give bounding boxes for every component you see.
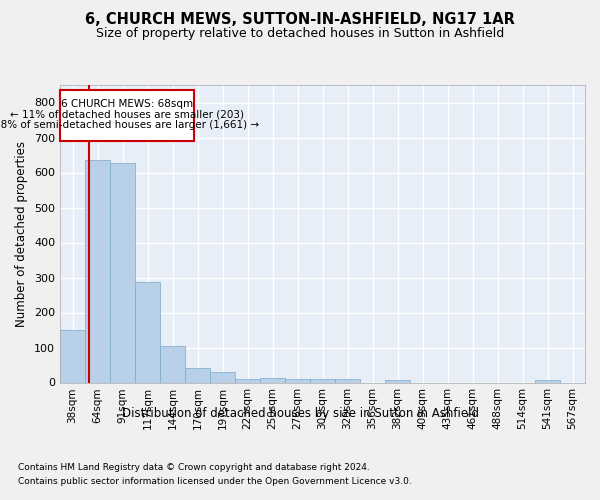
Bar <box>85 160 110 382</box>
Bar <box>160 346 185 382</box>
Bar <box>310 379 335 382</box>
Text: Size of property relative to detached houses in Sutton in Ashfield: Size of property relative to detached ho… <box>96 28 504 40</box>
Text: ← 11% of detached houses are smaller (203): ← 11% of detached houses are smaller (20… <box>10 109 244 119</box>
Text: 88% of semi-detached houses are larger (1,661) →: 88% of semi-detached houses are larger (… <box>0 120 259 130</box>
Bar <box>260 378 285 382</box>
Bar <box>535 380 560 382</box>
Bar <box>135 282 160 382</box>
Bar <box>210 372 235 382</box>
Bar <box>385 380 410 382</box>
Bar <box>335 379 360 382</box>
Bar <box>185 368 210 382</box>
Bar <box>285 379 310 382</box>
Text: 6, CHURCH MEWS, SUTTON-IN-ASHFIELD, NG17 1AR: 6, CHURCH MEWS, SUTTON-IN-ASHFIELD, NG17… <box>85 12 515 28</box>
Bar <box>110 163 135 382</box>
Y-axis label: Number of detached properties: Number of detached properties <box>16 141 28 327</box>
Bar <box>235 378 260 382</box>
Text: Distribution of detached houses by size in Sutton in Ashfield: Distribution of detached houses by size … <box>121 408 479 420</box>
FancyBboxPatch shape <box>60 90 194 141</box>
Bar <box>60 330 85 382</box>
Text: Contains public sector information licensed under the Open Government Licence v3: Contains public sector information licen… <box>18 478 412 486</box>
Text: Contains HM Land Registry data © Crown copyright and database right 2024.: Contains HM Land Registry data © Crown c… <box>18 462 370 471</box>
Text: 6 CHURCH MEWS: 68sqm: 6 CHURCH MEWS: 68sqm <box>61 98 193 108</box>
